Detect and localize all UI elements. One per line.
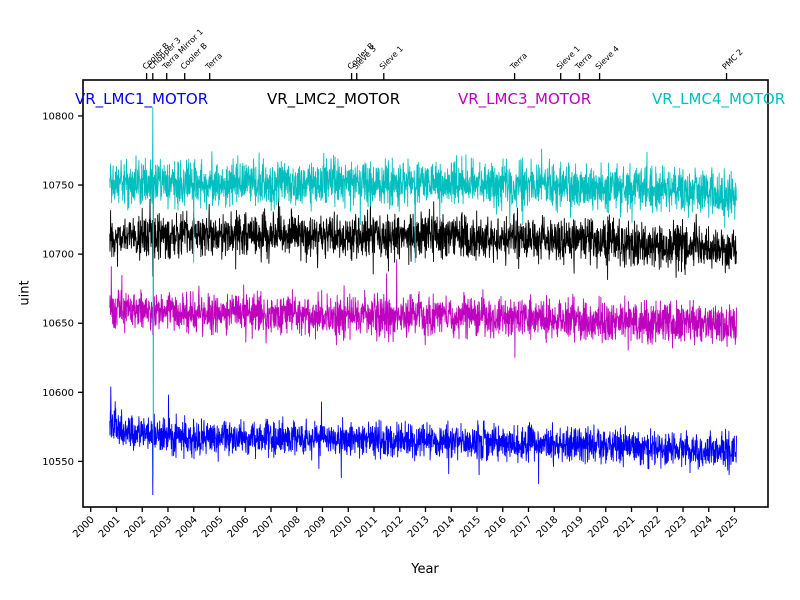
x-tick-label: 2009 xyxy=(303,514,329,540)
y-axis-ticks: 10550 10600 10650 10700 10750 10800 xyxy=(42,111,83,468)
y-tick-label: 10800 xyxy=(42,111,74,122)
x-tick-label: 2020 xyxy=(586,514,612,540)
x-tick-label: 2023 xyxy=(663,514,689,540)
event-label: Sieve 4 xyxy=(594,44,621,71)
x-tick-label: 2008 xyxy=(277,514,303,540)
y-tick-label: 10550 xyxy=(42,457,74,468)
x-tick-label: 2001 xyxy=(97,514,123,540)
x-tick-label: 2013 xyxy=(406,514,432,540)
x-tick-label: 2004 xyxy=(174,514,200,540)
series-line-vr-lmc3-motor xyxy=(109,259,738,358)
x-tick-label: 2005 xyxy=(200,514,226,540)
event-label: Sieve 1 xyxy=(378,44,405,71)
event-label: PMC 2 xyxy=(721,47,745,71)
event-label: Terra xyxy=(203,51,224,72)
x-tick-label: 2002 xyxy=(123,514,149,540)
series-line-vr-lmc1-motor xyxy=(109,386,738,496)
x-tick-label: 2007 xyxy=(251,514,277,540)
x-tick-label: 2021 xyxy=(612,514,638,540)
x-tick-label: 2000 xyxy=(71,514,97,540)
y-axis-label: uint xyxy=(17,280,33,306)
legend-entry-vr-lmc1-motor: VR_LMC1_MOTOR xyxy=(75,90,209,108)
legend-entry-vr-lmc3-motor: VR_LMC3_MOTOR xyxy=(458,90,592,108)
y-tick-label: 10750 xyxy=(42,181,74,192)
x-axis-ticks: 2000 2001 2002 2003 2004 2005 2006 2007 2008 2009… xyxy=(71,507,741,540)
legend-entry-vr-lmc4-motor: VR_LMC4_MOTOR xyxy=(652,90,786,108)
x-tick-label: 2025 xyxy=(715,514,741,540)
x-tick-label: 2022 xyxy=(638,514,664,540)
series-line-vr-lmc4-motor xyxy=(109,107,738,478)
x-tick-label: 2014 xyxy=(432,514,458,540)
legend-entry-vr-lmc2-motor: VR_LMC2_MOTOR xyxy=(267,90,401,108)
x-tick-label: 2011 xyxy=(354,514,380,540)
series-line-vr-lmc2-motor xyxy=(109,189,738,280)
x-tick-label: 2019 xyxy=(560,514,586,540)
y-tick-label: 10600 xyxy=(42,388,74,399)
x-axis-label: Year xyxy=(411,562,439,577)
y-tick-label: 10700 xyxy=(42,250,74,261)
y-tick-label: 10650 xyxy=(42,319,74,330)
x-tick-label: 2018 xyxy=(535,514,561,540)
x-tick-label: 2006 xyxy=(226,514,252,540)
x-tick-label: 2016 xyxy=(483,514,509,540)
x-tick-label: 2015 xyxy=(457,514,483,540)
x-tick-label: 2010 xyxy=(329,514,355,540)
event-label: Terra xyxy=(508,51,529,72)
x-tick-label: 2017 xyxy=(509,514,535,540)
series-lines xyxy=(109,107,738,496)
x-tick-label: 2012 xyxy=(380,514,406,540)
x-tick-label: 2003 xyxy=(148,514,174,540)
x-tick-label: 2024 xyxy=(689,514,715,540)
